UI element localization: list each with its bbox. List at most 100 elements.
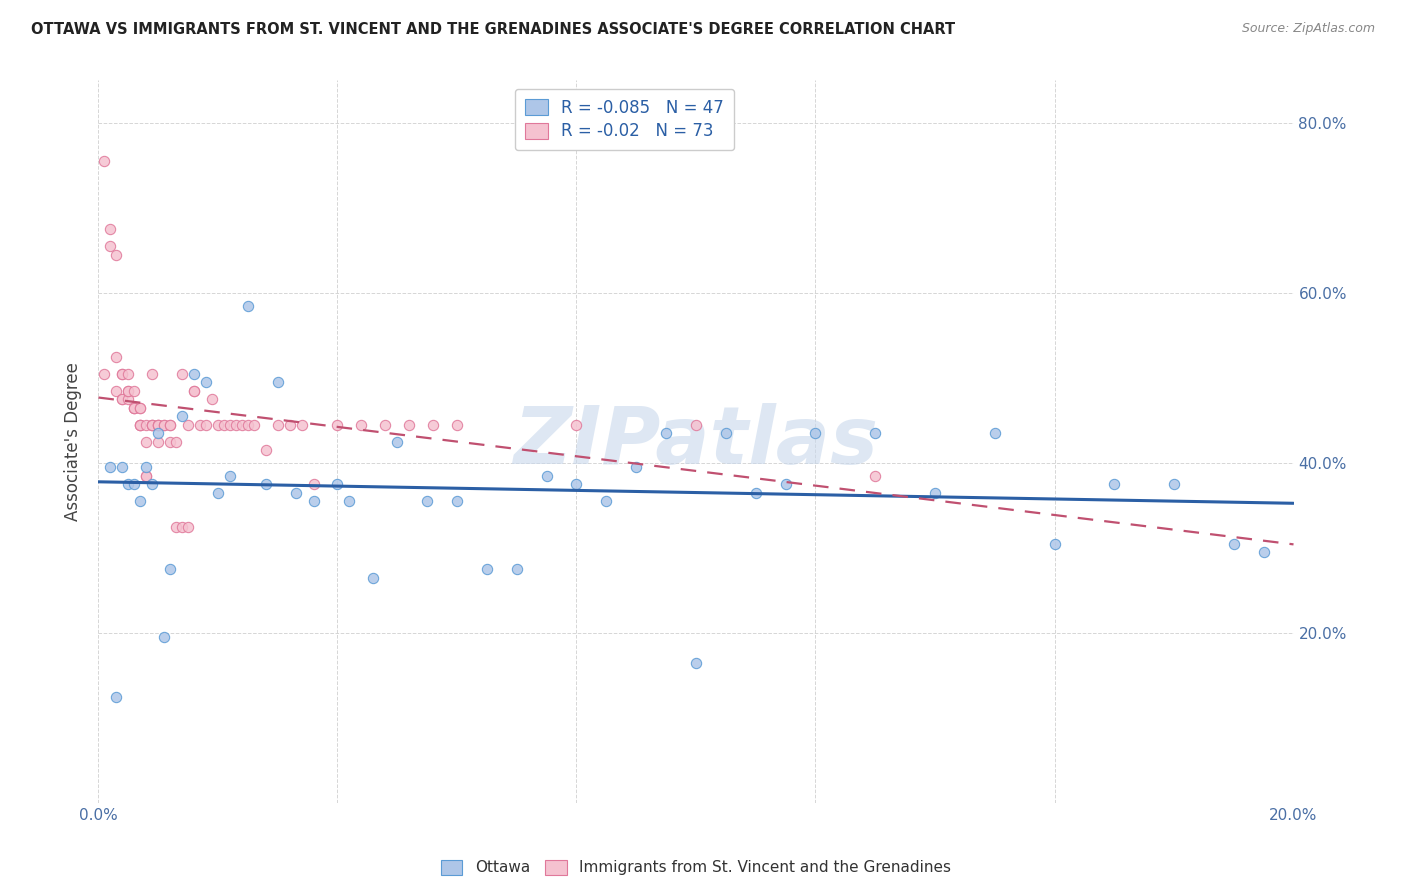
Point <box>159 417 181 432</box>
Point <box>117 392 139 406</box>
Point <box>291 417 314 432</box>
Point <box>565 417 588 432</box>
Point <box>105 350 128 364</box>
Point <box>159 434 181 449</box>
Point <box>153 417 176 432</box>
Point <box>172 367 194 381</box>
Point <box>267 375 290 389</box>
Point <box>111 392 134 406</box>
Point <box>165 519 187 533</box>
Point <box>117 384 139 398</box>
Point <box>714 425 737 440</box>
Point <box>148 417 170 432</box>
Point <box>219 417 242 432</box>
Point <box>207 485 229 500</box>
Point <box>745 485 768 500</box>
Point <box>685 417 707 432</box>
Point <box>124 384 146 398</box>
Text: OTTAWA VS IMMIGRANTS FROM ST. VINCENT AND THE GRENADINES ASSOCIATE'S DEGREE CORR: OTTAWA VS IMMIGRANTS FROM ST. VINCENT AN… <box>31 22 955 37</box>
Point <box>446 494 468 508</box>
Point <box>129 417 152 432</box>
Point <box>129 494 152 508</box>
Point <box>219 468 242 483</box>
Point <box>267 417 290 432</box>
Point <box>124 401 146 415</box>
Point <box>93 367 115 381</box>
Point <box>236 299 259 313</box>
Point <box>506 562 529 576</box>
Point <box>135 460 157 475</box>
Point <box>326 477 349 491</box>
Point <box>398 417 420 432</box>
Point <box>98 239 122 253</box>
Point <box>124 477 146 491</box>
Point <box>284 485 307 500</box>
Point <box>565 477 588 491</box>
Point <box>385 434 409 449</box>
Point <box>172 519 194 533</box>
Point <box>225 417 247 432</box>
Point <box>1163 477 1185 491</box>
Point <box>129 401 152 415</box>
Point <box>135 434 157 449</box>
Point <box>326 417 349 432</box>
Point <box>302 494 325 508</box>
Text: ZIPatlas: ZIPatlas <box>513 402 879 481</box>
Point <box>188 417 211 432</box>
Point <box>129 401 152 415</box>
Point <box>446 417 468 432</box>
Point <box>212 417 235 432</box>
Point <box>1104 477 1126 491</box>
Point <box>655 425 678 440</box>
Point <box>422 417 444 432</box>
Point <box>159 562 181 576</box>
Point <box>207 417 229 432</box>
Point <box>172 409 194 423</box>
Point <box>177 417 200 432</box>
Point <box>195 375 218 389</box>
Point <box>278 417 301 432</box>
Point <box>153 630 176 644</box>
Point <box>1253 545 1275 559</box>
Point <box>93 154 115 169</box>
Point <box>350 417 373 432</box>
Point <box>111 460 134 475</box>
Point <box>124 401 146 415</box>
Point <box>201 392 224 406</box>
Point <box>141 417 163 432</box>
Point <box>141 477 163 491</box>
Point <box>302 477 325 491</box>
Text: Source: ZipAtlas.com: Source: ZipAtlas.com <box>1241 22 1375 36</box>
Point <box>236 417 259 432</box>
Point <box>105 384 128 398</box>
Point <box>148 417 170 432</box>
Point <box>183 367 205 381</box>
Point <box>117 384 139 398</box>
Point <box>135 468 157 483</box>
Point <box>141 417 163 432</box>
Point <box>243 417 266 432</box>
Point <box>231 417 253 432</box>
Point <box>111 367 134 381</box>
Point <box>153 417 176 432</box>
Point <box>98 222 122 236</box>
Point <box>626 460 648 475</box>
Point <box>865 468 887 483</box>
Point <box>183 384 205 398</box>
Point <box>117 477 139 491</box>
Point <box>111 367 134 381</box>
Point <box>195 417 218 432</box>
Point <box>141 417 163 432</box>
Point <box>141 367 163 381</box>
Point <box>129 417 152 432</box>
Point <box>105 247 128 261</box>
Point <box>416 494 439 508</box>
Point <box>135 417 157 432</box>
Point <box>148 417 170 432</box>
Point <box>177 519 200 533</box>
Point <box>984 425 1007 440</box>
Point <box>254 443 277 458</box>
Point <box>804 425 827 440</box>
Point <box>117 367 139 381</box>
Point <box>135 468 157 483</box>
